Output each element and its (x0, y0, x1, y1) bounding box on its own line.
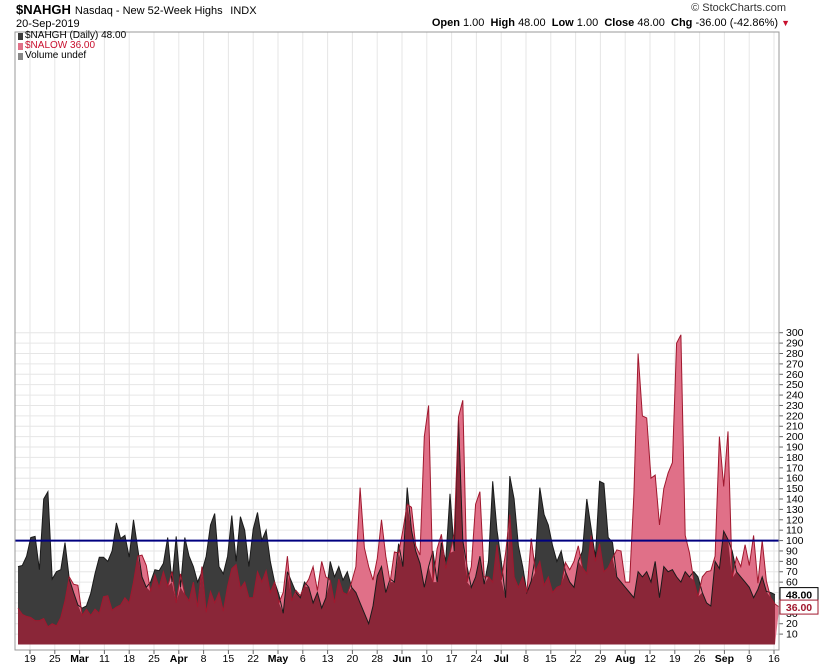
y-tick-label-240: 240 (786, 390, 804, 402)
legend-item-lows: $NALOW 36.00 (18, 41, 126, 51)
x-tick-label-8: 15 (223, 653, 235, 665)
x-tick-label-26: 19 (669, 653, 681, 665)
legend-label-highs: $NAHGH (Daily) 48.00 (25, 30, 127, 41)
symbol-title: $NAHGH Nasdaq - New 52-Week Highs INDX (16, 2, 257, 17)
x-tick-label-2: Mar (70, 653, 89, 665)
symbol-ticker: $NAHGH (16, 2, 71, 17)
exchange-label: INDX (230, 5, 257, 17)
chart-header: $NAHGH Nasdaq - New 52-Week Highs INDX 20… (0, 0, 820, 36)
x-tick-label-17: 17 (446, 653, 458, 665)
chart-date: 20-Sep-2019 (16, 18, 80, 30)
y-tick-label-90: 90 (786, 545, 798, 557)
close-value: 48.00 (637, 17, 665, 29)
y-tick-label-150: 150 (786, 483, 804, 495)
y-tick-label-70: 70 (786, 566, 798, 578)
high-value: 48.00 (518, 17, 546, 29)
y-tick-label-170: 170 (786, 462, 804, 474)
chg-label: Chg (671, 17, 693, 29)
symbol-description: Nasdaq - New 52-Week Highs (74, 5, 223, 17)
legend-label-lows: $NALOW 36.00 (25, 40, 96, 51)
open-value: 1.00 (463, 17, 485, 29)
x-tick-label-16: 10 (421, 653, 433, 665)
down-arrow-icon: ▼ (781, 18, 790, 28)
y-tick-label-260: 260 (786, 369, 804, 381)
last-value-label-1: 36.00 (786, 602, 812, 614)
low-label: Low (551, 17, 574, 29)
y-tick-label-60: 60 (786, 577, 798, 589)
y-tick-label-190: 190 (786, 442, 804, 454)
x-tick-label-20: 8 (523, 653, 529, 665)
x-tick-label-22: 22 (570, 653, 582, 665)
x-tick-label-21: 15 (545, 653, 557, 665)
series-line-highs (17, 419, 776, 626)
x-tick-label-10: May (268, 653, 289, 665)
y-tick-label-130: 130 (786, 504, 804, 516)
high-label: High (490, 17, 515, 29)
plot-border (14, 31, 780, 651)
x-tick-label-19: Jul (494, 653, 509, 665)
y-tick-label-80: 80 (786, 556, 798, 568)
y-tick-label-10: 10 (786, 629, 798, 641)
close-label: Close (604, 17, 635, 29)
x-tick-label-12: 13 (322, 653, 334, 665)
x-tick-label-6: Apr (170, 653, 188, 665)
x-tick-label-15: Jun (393, 653, 412, 665)
y-tick-label-250: 250 (786, 379, 804, 391)
chart-legend: $NAHGH (Daily) 48.00 $NALOW 36.00 Volume… (18, 31, 126, 61)
y-tick-label-270: 270 (786, 358, 804, 370)
x-tick-label-24: Aug (615, 653, 635, 665)
x-tick-label-27: 26 (694, 653, 706, 665)
x-tick-label-4: 18 (123, 653, 135, 665)
legend-swatch-lows (18, 42, 23, 50)
ohlc-summary: Open 1.00 High 48.00 Low 1.00 Close 48.0… (432, 17, 790, 29)
x-tick-label-25: 12 (644, 653, 656, 665)
y-tick-label-200: 200 (786, 431, 804, 443)
x-tick-label-7: 8 (201, 653, 207, 665)
legend-label-volume: Volume undef (25, 50, 87, 61)
y-tick-label-230: 230 (786, 400, 804, 412)
x-tick-label-23: 29 (595, 653, 607, 665)
y-tick-label-290: 290 (786, 338, 804, 350)
y-tick-label-210: 210 (786, 421, 804, 433)
x-tick-label-14: 28 (371, 653, 383, 665)
y-tick-label-180: 180 (786, 452, 804, 464)
x-tick-label-5: 25 (148, 653, 160, 665)
series-area-overlap (18, 420, 775, 645)
x-tick-label-13: 20 (347, 653, 359, 665)
last-value-label-0: 48.00 (786, 590, 812, 602)
x-tick-label-0: 19 (24, 653, 36, 665)
x-tick-label-11: 6 (300, 653, 306, 665)
y-tick-label-20: 20 (786, 618, 798, 630)
y-tick-label-280: 280 (786, 348, 804, 360)
y-tick-label-220: 220 (786, 410, 804, 422)
x-tick-label-1: 25 (49, 653, 61, 665)
legend-item-highs: $NAHGH (Daily) 48.00 (18, 31, 126, 41)
legend-swatch-volume (18, 52, 23, 60)
open-label: Open (431, 17, 460, 29)
chg-value: -36.00 (-42.86%) (695, 17, 779, 29)
series-line-lows (17, 334, 780, 628)
x-tick-label-18: 24 (471, 653, 483, 665)
y-tick-label-100: 100 (786, 535, 804, 547)
x-tick-label-3: 11 (99, 653, 110, 665)
low-value: 1.00 (576, 17, 599, 29)
legend-item-volume: Volume undef (18, 51, 126, 61)
branding-link[interactable]: © StockCharts.com (691, 2, 786, 14)
y-tick-label-120: 120 (786, 514, 804, 526)
last-value-box-1 (779, 599, 819, 615)
x-tick-label-28: Sep (715, 653, 734, 665)
x-tick-label-29: 9 (746, 653, 752, 665)
x-tick-label-9: 22 (247, 653, 259, 665)
y-tick-label-110: 110 (786, 525, 803, 537)
x-tick-label-30: 16 (768, 653, 780, 665)
y-tick-label-300: 300 (786, 327, 804, 339)
y-tick-label-140: 140 (786, 493, 804, 505)
legend-swatch-highs (18, 32, 23, 40)
y-tick-label-160: 160 (786, 473, 804, 485)
